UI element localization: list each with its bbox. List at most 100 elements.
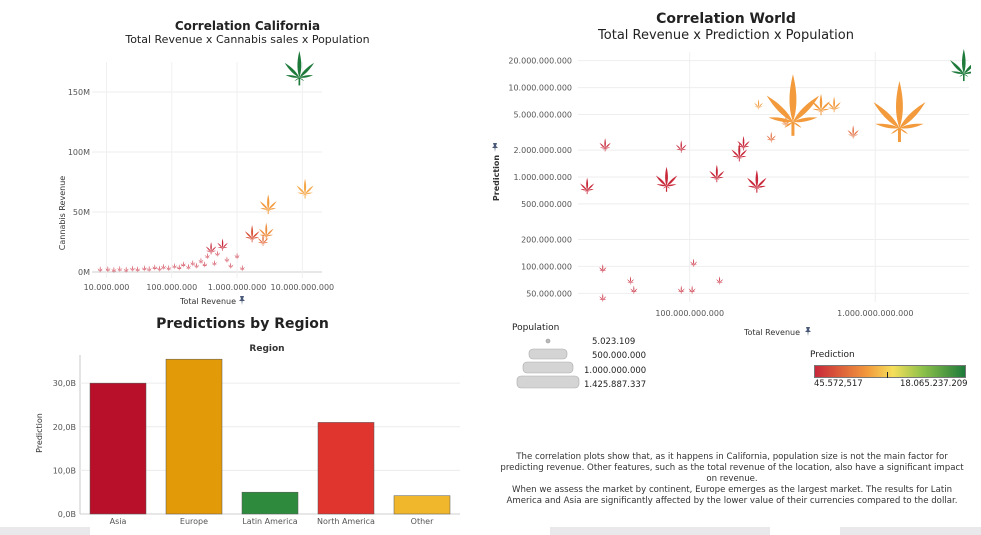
world-data-point[interactable] — [847, 125, 859, 139]
california-data-point[interactable] — [180, 261, 186, 268]
world-data-point[interactable] — [709, 164, 725, 183]
california-data-point[interactable] — [284, 51, 315, 86]
california-data-point[interactable] — [111, 266, 117, 273]
world-y-tick: 2.000.000.000 — [513, 146, 572, 155]
california-data-point[interactable] — [185, 263, 192, 270]
california-data-point[interactable] — [257, 233, 269, 246]
world-data-point[interactable] — [827, 96, 841, 113]
region-bar[interactable] — [317, 422, 375, 515]
california-data-point[interactable] — [97, 266, 103, 273]
region-y-tick: 20,0B — [53, 423, 76, 432]
california-data-point[interactable] — [176, 264, 182, 271]
world-data-point[interactable] — [765, 74, 821, 136]
world-y-tick: 10.000.000.000 — [508, 84, 572, 93]
california-data-point[interactable] — [129, 265, 136, 272]
dashboard-scrollbar[interactable] — [0, 527, 981, 535]
world-data-point[interactable] — [754, 99, 763, 110]
region-y-tick: 0,0B — [58, 510, 76, 519]
region-category-label: North America — [317, 517, 375, 526]
california-data-point[interactable] — [259, 194, 277, 215]
world-data-point[interactable] — [630, 285, 638, 294]
california-data-point[interactable] — [217, 238, 228, 251]
world-y-tick: 50.000.000 — [526, 289, 572, 298]
california-data-point[interactable] — [123, 266, 129, 273]
prediction-legend: Prediction 45.572,517 18.065.237.209 — [808, 348, 973, 393]
region-bar-chart: Prediction 0,0B 10,0B 20,0B 30,0B Asia Europe… — [35, 355, 460, 526]
california-data-point[interactable] — [141, 265, 148, 272]
world-data-point[interactable] — [690, 258, 698, 267]
california-data-point[interactable] — [171, 263, 178, 270]
california-data-point[interactable] — [239, 264, 245, 272]
world-data-point[interactable] — [655, 166, 678, 192]
world-data-point[interactable] — [677, 285, 685, 294]
california-data-point[interactable] — [204, 252, 210, 260]
world-data-point[interactable] — [599, 138, 611, 152]
california-data-point[interactable] — [156, 265, 163, 272]
california-data-point[interactable] — [244, 225, 260, 243]
world-data-point[interactable] — [737, 135, 750, 151]
world-data-point[interactable] — [716, 276, 724, 285]
california-data-point[interactable] — [146, 265, 152, 272]
world-data-point[interactable] — [627, 276, 635, 285]
population-size-shapes — [516, 338, 580, 389]
world-data-point[interactable] — [872, 81, 928, 143]
prediction-legend-max: 18.065.237.209 — [900, 379, 968, 389]
world-y-tick: 500.000.000 — [521, 200, 572, 209]
narrative-paragraph-1: The correlation plots show that, as it h… — [500, 452, 964, 484]
world-data-point[interactable] — [675, 140, 687, 153]
california-data-point[interactable] — [211, 260, 218, 267]
pin-icon[interactable] — [239, 296, 245, 305]
world-data-point[interactable] — [766, 131, 776, 143]
world-x-tick: 100.000.000.000 — [655, 309, 724, 318]
world-y-tick: 5.000.000.000 — [513, 111, 572, 120]
world-data-point[interactable] — [811, 93, 831, 116]
region-bar[interactable] — [89, 382, 147, 515]
world-y-tick: 100.000.000 — [521, 262, 572, 271]
california-data-point[interactable] — [234, 252, 240, 260]
region-category-label: Asia — [110, 517, 127, 526]
california-scatter-plot: Cannabis Revenue Total Revenue 0M 50M 100M… — [58, 51, 335, 306]
california-y-tick: 100M — [68, 148, 90, 157]
california-data-point[interactable] — [166, 264, 172, 272]
california-data-point[interactable] — [228, 262, 234, 269]
california-title: Correlation California — [174, 19, 321, 33]
world-data-point[interactable] — [949, 48, 971, 82]
region-y-axis-label: Prediction — [35, 413, 44, 453]
world-y-tick: 200.000.000 — [521, 236, 572, 245]
california-data-point[interactable] — [152, 264, 158, 271]
pin-icon[interactable] — [492, 143, 498, 152]
population-value: 1.000.000.000 — [584, 366, 647, 376]
california-x-tick: 10.000.000.000 — [271, 283, 335, 292]
california-y-tick: 50M — [73, 208, 90, 217]
california-data-point[interactable] — [224, 256, 230, 263]
narrative-paragraph-2: When we assess the market by continent, … — [506, 485, 958, 506]
california-subtitle: Total Revenue x Cannabis sales x Populat… — [125, 33, 370, 46]
world-data-point[interactable] — [688, 285, 696, 294]
region-bar[interactable] — [241, 491, 299, 515]
population-value: 5.023.109 — [592, 337, 636, 347]
region-category-label: Other — [411, 517, 434, 526]
world-data-point[interactable] — [746, 170, 767, 193]
region-bar[interactable] — [165, 358, 223, 515]
california-data-point[interactable] — [135, 266, 141, 273]
world-data-point[interactable] — [599, 264, 607, 273]
california-data-point[interactable] — [258, 222, 274, 240]
california-data-point[interactable] — [205, 242, 217, 255]
california-data-point[interactable] — [193, 262, 200, 269]
world-data-point[interactable] — [599, 293, 607, 302]
california-data-point[interactable] — [214, 250, 221, 257]
world-data-point[interactable] — [580, 177, 595, 195]
world-y-tick: 1.000.000.000 — [513, 173, 572, 182]
california-data-point[interactable] — [296, 178, 314, 199]
california-data-point[interactable] — [117, 265, 123, 272]
california-data-point[interactable] — [190, 260, 196, 267]
region-category-label: Latin America — [242, 517, 297, 526]
world-subtitle: Total Revenue x Prediction x Population — [598, 28, 854, 43]
pin-icon[interactable] — [805, 327, 811, 336]
region-bar[interactable] — [393, 495, 451, 515]
california-data-point[interactable] — [202, 261, 208, 268]
california-data-point[interactable] — [105, 266, 111, 273]
world-x-tick: 1.000.000.000.000 — [837, 309, 913, 318]
california-data-point[interactable] — [198, 257, 204, 264]
california-data-point[interactable] — [160, 263, 167, 270]
